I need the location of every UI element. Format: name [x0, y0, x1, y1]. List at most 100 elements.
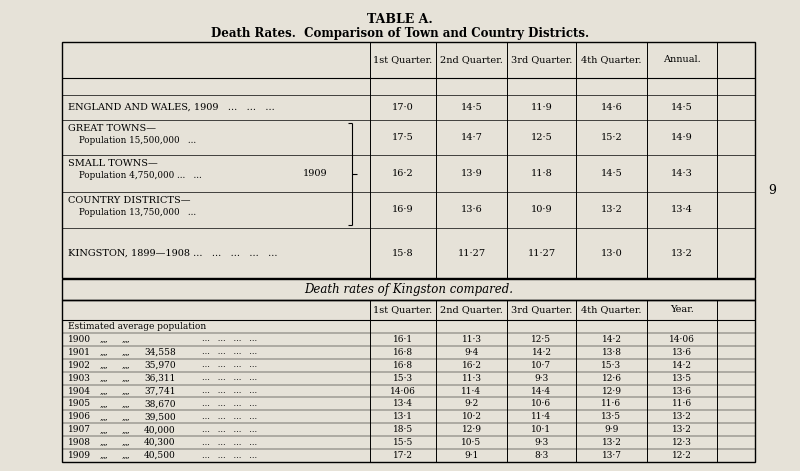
Text: 11·8: 11·8 — [530, 169, 552, 178]
Text: „„: „„ — [100, 426, 109, 434]
Text: 17·2: 17·2 — [393, 451, 413, 460]
Text: 13·2: 13·2 — [672, 425, 692, 434]
Text: 16·2: 16·2 — [392, 169, 414, 178]
Text: 11·27: 11·27 — [458, 249, 486, 258]
Text: 14·3: 14·3 — [671, 169, 693, 178]
Bar — [62, 42, 755, 278]
Text: 11·4: 11·4 — [462, 387, 482, 396]
Text: 35,970: 35,970 — [144, 361, 176, 370]
Bar — [62, 300, 755, 462]
Text: „„: „„ — [122, 387, 130, 395]
Text: „„: „„ — [122, 452, 130, 460]
Text: 14·6: 14·6 — [601, 103, 622, 112]
Text: 2nd Quarter.: 2nd Quarter. — [440, 306, 503, 315]
Text: 1908: 1908 — [68, 438, 91, 447]
Text: „„: „„ — [100, 439, 109, 447]
Text: SMALL TOWNS—: SMALL TOWNS— — [68, 159, 158, 168]
Text: „„: „„ — [100, 374, 109, 382]
Text: „„: „„ — [100, 335, 109, 343]
Text: 13·4: 13·4 — [671, 205, 693, 214]
Text: 2nd Quarter.: 2nd Quarter. — [440, 56, 503, 65]
Text: 9·2: 9·2 — [464, 399, 478, 408]
Text: 13·2: 13·2 — [601, 205, 622, 214]
Text: 11·27: 11·27 — [527, 249, 555, 258]
Text: 12·5: 12·5 — [531, 335, 551, 344]
Text: 40,500: 40,500 — [144, 451, 176, 460]
Text: „„: „„ — [122, 439, 130, 447]
Text: 12·2: 12·2 — [672, 451, 692, 460]
Text: 16·8: 16·8 — [393, 348, 413, 357]
Text: ...   ...   ...   ...: ... ... ... ... — [202, 374, 257, 382]
Text: 13·9: 13·9 — [461, 169, 482, 178]
Text: 1903: 1903 — [68, 374, 91, 382]
Text: ...   ...   ...   ...: ... ... ... ... — [202, 348, 257, 356]
Text: 13·2: 13·2 — [672, 412, 692, 422]
Text: 38,670: 38,670 — [144, 399, 175, 408]
Text: 11·4: 11·4 — [531, 412, 551, 422]
Text: ...   ...   ...   ...: ... ... ... ... — [202, 387, 257, 395]
Text: 9·3: 9·3 — [534, 438, 549, 447]
Text: 9·9: 9·9 — [604, 425, 618, 434]
Text: 18·5: 18·5 — [393, 425, 413, 434]
Text: 14·5: 14·5 — [671, 103, 693, 112]
Text: 9·4: 9·4 — [464, 348, 478, 357]
Text: 13·5: 13·5 — [672, 374, 692, 382]
Text: Estimated average population: Estimated average population — [68, 322, 206, 331]
Text: 1st Quarter.: 1st Quarter. — [374, 56, 433, 65]
Text: Death Rates.  Comparison of Town and Country Districts.: Death Rates. Comparison of Town and Coun… — [211, 27, 589, 40]
Text: 1900: 1900 — [68, 335, 91, 344]
Text: Population 13,750,000   ...: Population 13,750,000 ... — [68, 208, 196, 217]
Text: „„: „„ — [100, 387, 109, 395]
Text: „„: „„ — [122, 348, 130, 356]
Text: 14·2: 14·2 — [672, 361, 692, 370]
Text: 12·6: 12·6 — [602, 374, 622, 382]
Text: 13·1: 13·1 — [393, 412, 413, 422]
Text: 13·0: 13·0 — [601, 249, 622, 258]
Text: 40,300: 40,300 — [144, 438, 175, 447]
Text: 13·6: 13·6 — [672, 387, 692, 396]
Text: 11·3: 11·3 — [462, 335, 482, 344]
Text: 34,558: 34,558 — [144, 348, 176, 357]
Text: 1909: 1909 — [68, 451, 91, 460]
Text: 11·9: 11·9 — [530, 103, 552, 112]
Text: 13·6: 13·6 — [672, 348, 692, 357]
Text: 14·2: 14·2 — [531, 348, 551, 357]
Text: ...   ...   ...   ...: ... ... ... ... — [202, 426, 257, 434]
Text: 1907: 1907 — [68, 425, 91, 434]
Text: 4th Quarter.: 4th Quarter. — [582, 306, 642, 315]
Text: 13·4: 13·4 — [393, 399, 413, 408]
Text: ...   ...   ...   ...: ... ... ... ... — [202, 413, 257, 421]
Text: 14·7: 14·7 — [461, 133, 482, 142]
Text: 15·2: 15·2 — [601, 133, 622, 142]
Text: 1904: 1904 — [68, 387, 91, 396]
Text: ...   ...   ...   ...: ... ... ... ... — [202, 361, 257, 369]
Text: 13·7: 13·7 — [602, 451, 622, 460]
Text: Population 4,750,000 ...   ...: Population 4,750,000 ... ... — [68, 171, 202, 180]
Text: 16·8: 16·8 — [393, 361, 413, 370]
Text: 39,500: 39,500 — [144, 412, 176, 422]
Text: „„: „„ — [122, 426, 130, 434]
Text: 13·2: 13·2 — [602, 438, 622, 447]
Text: 11·3: 11·3 — [462, 374, 482, 382]
Text: 12·3: 12·3 — [672, 438, 692, 447]
Text: 1902: 1902 — [68, 361, 91, 370]
Text: „„: „„ — [100, 400, 109, 408]
Text: ...   ...   ...   ...: ... ... ... ... — [202, 452, 257, 460]
Text: 13·8: 13·8 — [602, 348, 622, 357]
Text: „„: „„ — [122, 413, 130, 421]
Text: GREAT TOWNS—: GREAT TOWNS— — [68, 124, 156, 133]
Bar — [62, 279, 755, 300]
Text: 13·5: 13·5 — [602, 412, 622, 422]
Text: Population 15,500,000   ...: Population 15,500,000 ... — [68, 136, 196, 145]
Text: KINGSTON, 1899—1908 ...   ...   ...   ...   ...: KINGSTON, 1899—1908 ... ... ... ... ... — [68, 249, 278, 258]
Text: 12·9: 12·9 — [462, 425, 482, 434]
Text: 14·4: 14·4 — [531, 387, 551, 396]
Text: 4th Quarter.: 4th Quarter. — [582, 56, 642, 65]
Text: „„: „„ — [100, 452, 109, 460]
Text: 11·6: 11·6 — [602, 399, 622, 408]
Text: 3rd Quarter.: 3rd Quarter. — [511, 56, 572, 65]
Text: 14·06: 14·06 — [669, 335, 695, 344]
Text: 9·1: 9·1 — [464, 451, 478, 460]
Text: 14·5: 14·5 — [601, 169, 622, 178]
Text: 17·0: 17·0 — [392, 103, 414, 112]
